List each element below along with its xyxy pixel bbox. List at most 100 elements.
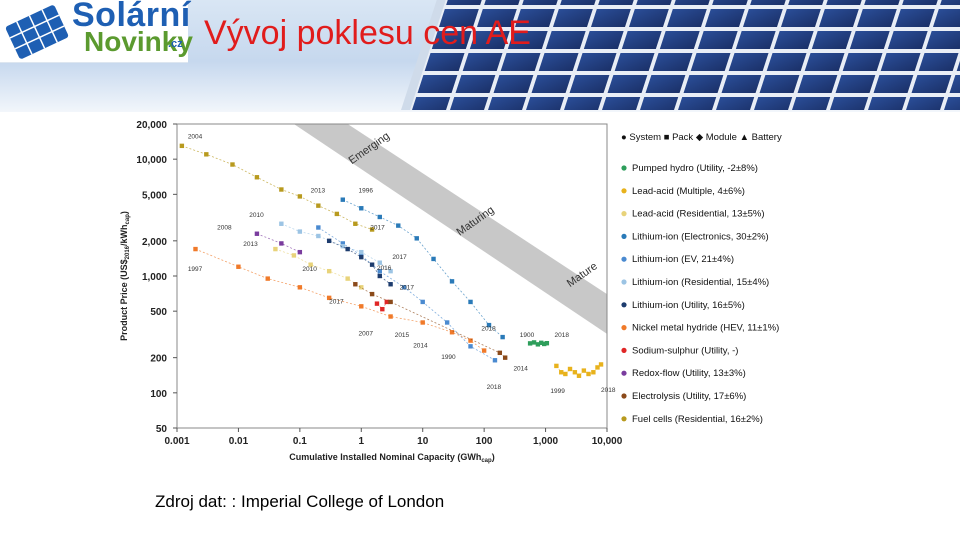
data-point — [297, 285, 303, 290]
data-point — [468, 344, 473, 349]
data-point — [308, 262, 313, 267]
data-point — [539, 340, 544, 346]
data-point — [291, 253, 297, 258]
data-point — [576, 373, 582, 378]
legend-swatch — [621, 279, 627, 285]
solar-cell — [709, 0, 755, 7]
data-point — [340, 241, 345, 246]
data-point — [414, 236, 419, 241]
solar-cell — [574, 51, 620, 73]
year-annotation: 1999 — [550, 388, 565, 395]
solar-cell — [809, 29, 855, 51]
data-point — [563, 371, 568, 377]
data-point — [542, 341, 547, 347]
legend-entry: Lithium-ion (Residential, 15±4%) — [632, 277, 769, 288]
x-tick-label: 0.1 — [293, 436, 307, 447]
trend-line-10 — [355, 283, 506, 358]
data-point — [254, 231, 260, 236]
data-point — [374, 301, 380, 306]
y-tick-label: 20,000 — [136, 120, 167, 131]
solar-cell — [816, 7, 862, 29]
solar-cell — [847, 29, 893, 51]
data-point — [359, 304, 364, 309]
data-point — [380, 306, 385, 312]
data-point — [359, 254, 364, 260]
data-point — [527, 341, 533, 346]
solar-cell — [505, 29, 551, 51]
legend-swatch — [621, 347, 627, 353]
solar-cell — [588, 7, 634, 29]
chart-area: Emerging Maturing Mature 0.001 0.01 0.1 1 10 100… — [103, 112, 820, 467]
year-annotation: 2017 — [370, 225, 385, 232]
data-point — [297, 194, 303, 199]
logo-brand-text: Solární — [72, 0, 191, 34]
data-point — [204, 152, 209, 157]
data-point — [388, 268, 393, 274]
solar-cell — [626, 7, 672, 29]
legend-swatch — [621, 256, 627, 262]
header-banner: Solární Novinky .cz Vývoj poklesu cen AE — [0, 0, 960, 112]
solar-cell — [688, 51, 734, 73]
data-point — [388, 282, 393, 287]
solar-cell — [825, 95, 871, 110]
data-point — [598, 362, 604, 367]
data-point — [444, 320, 450, 325]
data-point — [345, 246, 350, 252]
data-point — [359, 249, 364, 255]
logo-tld-text: .cz — [168, 38, 183, 50]
data-point — [581, 368, 587, 373]
data-point — [353, 282, 358, 287]
data-point — [273, 246, 278, 252]
solar-cell — [832, 73, 879, 95]
solar-cell — [711, 95, 757, 110]
year-annotation: 2010 — [249, 212, 264, 219]
solar-cell — [733, 29, 779, 51]
solar-cell — [954, 51, 960, 73]
legend-entry: Lithium-ion (EV, 21±4%) — [632, 254, 734, 265]
data-point — [559, 370, 564, 375]
legend-entry: Redox-flow (Utility, 13±3%) — [632, 368, 746, 379]
data-point — [544, 340, 550, 346]
solar-cell — [787, 95, 833, 110]
legend-swatch — [621, 233, 627, 239]
solar-cell — [823, 0, 869, 7]
solar-cell — [521, 95, 567, 110]
y-axis-title: Product Price (US$2016/kWhcap) — [119, 211, 131, 341]
solar-cell — [764, 51, 810, 73]
solar-cell — [778, 7, 824, 29]
solar-cell — [581, 29, 627, 51]
solar-cell — [680, 73, 727, 95]
legend-entry: Electrolysis (Utility, 17±6%) — [632, 391, 746, 402]
y-tick-label: 50 — [156, 424, 168, 435]
data-point — [316, 203, 321, 208]
solar-cell — [802, 51, 848, 73]
data-point — [531, 340, 537, 345]
data-point — [236, 264, 241, 269]
data-point — [279, 221, 284, 226]
solar-cell — [702, 7, 748, 29]
x-tick-label: 10 — [417, 436, 429, 447]
solar-cell — [597, 95, 643, 110]
solar-cell — [519, 0, 565, 7]
y-tick-label: 500 — [150, 307, 167, 318]
trend-line-7 — [195, 248, 485, 351]
year-annotation: 1990 — [441, 354, 456, 361]
solar-cell — [490, 73, 537, 95]
solar-cell — [422, 51, 468, 73]
data-point — [265, 276, 270, 281]
source-note: Zdroj dat: : Imperial College of London — [155, 492, 445, 511]
legend-entry: Lead-acid (Multiple, 4±6%) — [632, 186, 745, 197]
data-point — [179, 143, 185, 149]
data-point — [377, 214, 382, 220]
solar-cell — [460, 51, 506, 73]
data-point — [326, 238, 332, 244]
data-point — [193, 246, 198, 252]
logo[interactable]: Solární Novinky .cz — [0, 0, 193, 63]
data-point — [492, 358, 498, 363]
year-annotation: 2018 — [601, 387, 616, 394]
solar-cell — [673, 95, 719, 110]
solar-cell — [908, 73, 955, 95]
solar-cell — [604, 73, 651, 95]
solar-cell — [749, 95, 795, 110]
